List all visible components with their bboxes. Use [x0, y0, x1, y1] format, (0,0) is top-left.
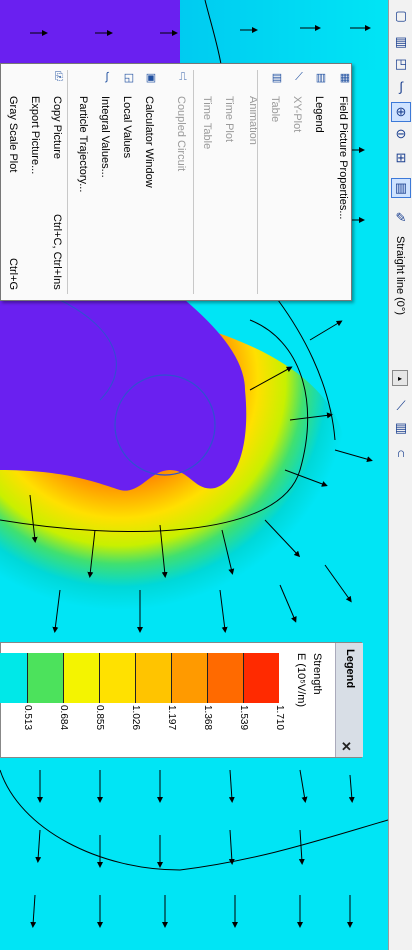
menu-item-label: Integral Values... [99, 96, 111, 178]
xy-plot-icon[interactable]: ⟋ [396, 398, 406, 413]
menu-item-time-plot: Time Plot [221, 66, 241, 294]
zoom-fit-icon[interactable]: ⊞ [395, 150, 407, 165]
menu-item-animation: Animation [245, 66, 265, 294]
menu-item-shortcut: Ctrl+C, Ctrl+Ins [51, 214, 63, 290]
scroll-arrow-icon[interactable]: ▸ [392, 370, 408, 386]
legend-color-segment [99, 653, 135, 703]
table-icon[interactable]: ▤ [394, 420, 408, 435]
zoom-out-icon[interactable]: ⊖ [395, 126, 407, 141]
menu-item-label: Export Picture... [29, 96, 41, 175]
menu-item-label: XY-Plot [291, 96, 303, 133]
menu-item-xy-plot: ⟋ XY-Plot [289, 66, 309, 294]
menu-item-label: Local Values [121, 96, 133, 159]
menu-separator [67, 70, 68, 294]
legend-tick-label: 1.539 [238, 705, 249, 731]
legend-tick-label: 1.026 [130, 705, 141, 731]
field-map-icon[interactable]: ▥ [391, 178, 411, 198]
menu-item-label: Time Table [201, 96, 213, 150]
legend-color-segment [243, 653, 279, 703]
menu-item-label: Gray Scale Plot [7, 96, 19, 173]
menu-item-label: Particle Trajectory... [77, 96, 89, 193]
menu-item-legend[interactable]: ▥ Legend [311, 66, 331, 294]
menu-separator [257, 70, 258, 294]
legend-window: 0.513 0.684 0.855 1.026 1.197 1.368 1.539 1.710… [0, 642, 363, 758]
integral-icon: ∫ [105, 71, 109, 83]
copy-picture-icon: ⎘ [54, 70, 64, 83]
legend-color-segment [171, 653, 207, 703]
contour-selector[interactable]: Straight line (0°) [388, 236, 412, 356]
legend-color-segment [27, 653, 63, 703]
legend-tick-label: 0.855 [94, 705, 105, 731]
legend-color-segment [207, 653, 243, 703]
legend-icon: ▥ [315, 71, 327, 84]
close-icon[interactable]: ✕ [341, 739, 352, 754]
calculator-icon: ▣ [145, 71, 157, 84]
menu-item-time-table: Time Table [199, 66, 219, 294]
integral-icon[interactable]: ∫ [399, 78, 403, 94]
menu-item-table: ▤ Table [267, 66, 287, 294]
window-icon[interactable]: ▢ [394, 8, 408, 23]
menu-item-shortcut: Ctrl+G [7, 258, 19, 291]
legend-color-segment [63, 653, 99, 703]
properties-icon: ▦ [339, 71, 351, 84]
menu-item-local-values[interactable]: ◱ Local Values [119, 66, 139, 294]
coupled-circuit-icon: ⎍ [179, 70, 187, 83]
legend-quantity: Strength [311, 653, 323, 695]
legend-unit: E (10⁵V/m) [295, 653, 307, 708]
xy-plot-icon: ⟋ [295, 70, 303, 83]
table-view-icon[interactable]: ▤ [394, 34, 408, 49]
legend-tick-label: 0.684 [58, 705, 69, 731]
context-menu: ▦ Field Picture Properties... ▥ Legend ⟋ XY-P… [0, 63, 352, 301]
menu-item-field-picture-properties[interactable]: ▦ Field Picture Properties... [335, 66, 351, 294]
legend-title-bar[interactable]: Legend [335, 643, 363, 757]
contour-label: Straight line (0°) [394, 236, 406, 315]
legend-tick-label: 1.710 [274, 705, 285, 731]
legend-tick-label: 1.368 [202, 705, 213, 731]
menu-item-label: Calculator Window [143, 96, 155, 188]
legend-tick-label: 0.513 [22, 705, 33, 731]
legend-color-scale [0, 653, 281, 703]
magnet-icon[interactable]: ∩ [396, 444, 406, 460]
legend-color-segment [135, 653, 171, 703]
right-toolbar: ▢ ▤ ◳ ∫ ⊕ ⊖ ⊞ ▥ ✎ ⟋ ▤ ∩ [388, 0, 412, 950]
menu-item-coupled-circuit: ⎍ Coupled Circuit [173, 66, 193, 294]
legend-title: Legend [344, 649, 356, 689]
picture-icon[interactable]: ◳ [394, 56, 408, 71]
new-contour-icon[interactable]: ✎ [395, 210, 407, 225]
legend-tick-label: 1.197 [166, 705, 177, 731]
local-values-icon: ◱ [123, 71, 135, 84]
table-icon: ▤ [271, 71, 283, 84]
legend-color-segment [0, 653, 27, 703]
menu-item-calculator-window[interactable]: ▣ Calculator Window [141, 66, 161, 294]
menu-item-integral-values[interactable]: ∫ Integral Values... [97, 66, 117, 294]
menu-item-gray-scale-plot[interactable]: Gray Scale Plot Ctrl+G [5, 66, 25, 294]
menu-item-copy-picture[interactable]: ⎘ Copy Picture Ctrl+C, Ctrl+Ins [49, 66, 69, 294]
menu-item-label: Table [269, 96, 281, 123]
menu-item-label: Copy Picture [51, 96, 63, 159]
menu-item-label: Field Picture Properties... [337, 96, 349, 220]
menu-item-label: Coupled Circuit [175, 96, 187, 172]
menu-item-particle-trajectory[interactable]: Particle Trajectory... [75, 66, 95, 294]
menu-separator [193, 70, 194, 294]
menu-item-label: Time Plot [223, 96, 235, 143]
menu-item-label: Legend [313, 96, 325, 133]
menu-item-export-picture[interactable]: Export Picture... [27, 66, 47, 294]
zoom-in-icon[interactable]: ⊕ [391, 102, 411, 122]
